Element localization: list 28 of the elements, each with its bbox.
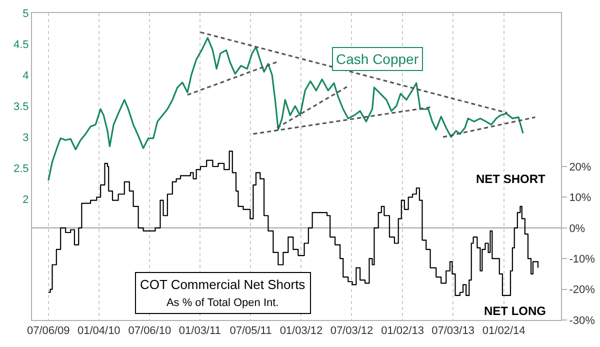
x-tick-label: 07/06/10	[128, 325, 172, 338]
y2-tick-label: 0%	[569, 222, 586, 235]
series-label: Cash Copper	[336, 51, 419, 67]
y2-tick-label: -30%	[569, 314, 596, 327]
annotation: COT Commercial Net Shorts	[140, 277, 306, 292]
annotation: NET SHORT	[476, 172, 546, 186]
x-tick-label: 01/03/11	[178, 325, 221, 338]
annotation: As % of Total Open Int.	[166, 296, 279, 309]
y2-tick-label: -10%	[569, 253, 596, 266]
y-tick-label: 5	[22, 8, 29, 20]
x-tick-label: 01/02/13	[381, 325, 424, 338]
y-tick-label: 3	[22, 132, 29, 144]
x-tick-label: 01/04/10	[77, 325, 120, 338]
y-tick-label: 3.5	[14, 100, 29, 113]
annotation: NET LONG	[484, 304, 546, 318]
x-tick-label: 01/03/12	[280, 325, 323, 338]
y-tick-label: 2	[22, 194, 29, 206]
x-tick-label: 07/06/09	[26, 325, 70, 338]
x-tick-label: 01/02/14	[482, 325, 526, 338]
y2-tick-label: 20%	[569, 161, 592, 174]
y-tick-label: 2.5	[14, 162, 29, 175]
x-tick-label: 07/05/11	[230, 325, 272, 338]
y2-tick-label: 10%	[569, 192, 592, 204]
x-tick-label: 07/03/12	[330, 325, 374, 338]
x-tick-label: 07/03/13	[432, 325, 474, 338]
y2-tick-label: -20%	[569, 284, 596, 296]
y-tick-label: 4.5	[14, 38, 29, 51]
y-tick-label: 4	[22, 70, 29, 82]
